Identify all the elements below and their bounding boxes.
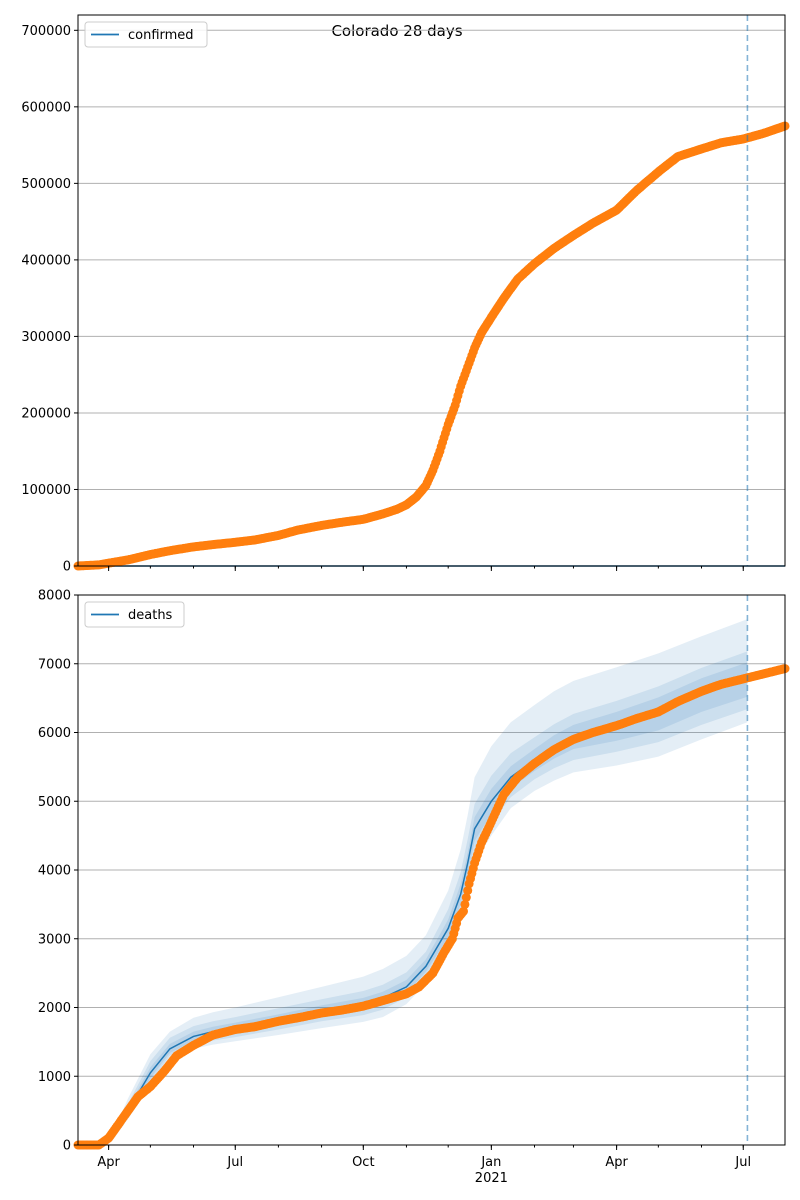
confirmed-panel: 0 100000 200000 300000 400000 500000 600000 700…	[21, 14, 790, 575]
y-tick-label: 5000	[38, 795, 71, 810]
y-tick-label: 600000	[21, 100, 71, 115]
y-tick-label: 700000	[21, 24, 71, 39]
x-tick-label: Oct	[352, 1155, 374, 1170]
y-tick-label: 500000	[21, 177, 71, 192]
y-tick-label: 1000	[38, 1070, 71, 1085]
forecast-band-band70	[78, 651, 748, 1145]
x-tick-label: Apr	[605, 1155, 628, 1170]
y-tick-label: 4000	[38, 864, 71, 879]
observed-point	[460, 899, 470, 909]
y-tick-label: 0	[63, 560, 71, 575]
y-tick-label: 0	[63, 1139, 71, 1154]
observed-point	[463, 886, 473, 896]
x-tick-label: Apr	[97, 1155, 120, 1170]
deaths-panel: 0 1000 2000 3000 4000 5000 6000 7000 8000 Apr Jul O…	[38, 589, 790, 1186]
y-tick-label: 3000	[38, 932, 71, 947]
legend-label: deaths	[128, 608, 173, 623]
y-tick-label: 2000	[38, 1001, 71, 1016]
legend-box	[84, 21, 208, 48]
x-tick-label: Jul	[226, 1155, 243, 1170]
legend: confirmed	[84, 21, 208, 48]
legend-label: confirmed	[128, 28, 194, 43]
observed-point	[459, 906, 468, 916]
y-tick-label: 400000	[21, 253, 71, 268]
y-tick-label: 8000	[38, 589, 71, 604]
y-tick-label: 200000	[21, 406, 71, 421]
observed-points	[73, 664, 790, 1150]
x-tick-label: Jan	[480, 1155, 501, 1170]
observed-point	[461, 893, 471, 902]
y-tick-label: 100000	[21, 483, 71, 498]
y-tick-label: 6000	[38, 726, 71, 741]
y-tick-label: 7000	[38, 657, 71, 672]
figure-title: Colorado 28 days	[331, 22, 462, 40]
x-tick-sublabel: 2021	[475, 1171, 508, 1186]
plot-frame	[77, 14, 786, 567]
y-tick-label: 300000	[21, 330, 71, 345]
x-tick-label: Jul	[734, 1155, 751, 1170]
forecast-band-band90	[78, 619, 748, 1145]
legend: deaths	[84, 601, 185, 628]
observed-points	[73, 121, 790, 571]
legend-box	[84, 601, 185, 628]
